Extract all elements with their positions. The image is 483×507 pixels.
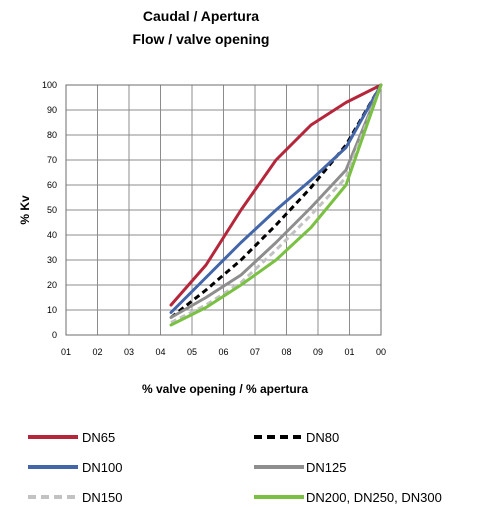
legend-label-dn150: DN150	[82, 490, 122, 505]
series-line-dn65	[169, 83, 383, 307]
chart-title: Caudal / Apertura	[143, 8, 259, 24]
x-axis-label: % valve opening / % apertura	[142, 382, 308, 396]
legend-label-dn125: DN125	[306, 460, 346, 475]
y-tick-label: 40	[47, 230, 57, 240]
series-line-dn80	[170, 84, 383, 319]
y-axis-ticks: 0 10 20 30 40 50 60 70 80 90 100	[42, 80, 57, 340]
y-tick-label: 50	[47, 205, 57, 215]
x-tick-label: 01	[344, 347, 354, 357]
plot-frame	[65, 84, 382, 336]
series-line-dn100	[169, 83, 383, 314]
legend-label-dn100: DN100	[82, 460, 122, 475]
y-tick-label: 80	[47, 130, 57, 140]
x-tick-label: 08	[281, 347, 291, 357]
plot-grid	[65, 84, 382, 336]
x-tick-label: 06	[218, 347, 228, 357]
x-tick-label: 02	[92, 347, 102, 357]
series-line-dn125	[169, 83, 383, 319]
x-tick-label: 00	[376, 347, 386, 357]
legend-label-dn65: DN65	[82, 430, 115, 445]
y-tick-label: 0	[52, 330, 57, 340]
legend-label-dn80: DN80	[306, 430, 339, 445]
y-tick-label: 90	[47, 105, 57, 115]
y-tick-label: 30	[47, 255, 57, 265]
x-tick-label: 07	[250, 347, 260, 357]
x-axis-ticks: 01 02 03 04 05 06 07 08 09 01 00	[61, 347, 386, 357]
x-tick-label: 04	[155, 347, 165, 357]
x-tick-label: 01	[61, 347, 71, 357]
chart-subtitle: Flow / valve opening	[133, 31, 270, 47]
x-tick-label: 05	[187, 347, 197, 357]
y-tick-label: 60	[47, 180, 57, 190]
y-tick-label: 10	[47, 305, 57, 315]
x-tick-label: 09	[313, 347, 323, 357]
y-axis-label: % Kv	[18, 195, 32, 225]
y-tick-label: 20	[47, 280, 57, 290]
series-line-dn200-dn250-dn300	[169, 83, 383, 327]
legend-label-dn200-dn250-dn300: DN200, DN250, DN300	[306, 490, 442, 505]
x-tick-label: 03	[124, 347, 134, 357]
y-tick-label: 100	[42, 80, 57, 90]
y-tick-label: 70	[47, 155, 57, 165]
legend: DN65 DN80 DN100 DN125 DN150 DN200, DN250, DN3…	[28, 430, 442, 505]
series-lines	[169, 83, 383, 327]
